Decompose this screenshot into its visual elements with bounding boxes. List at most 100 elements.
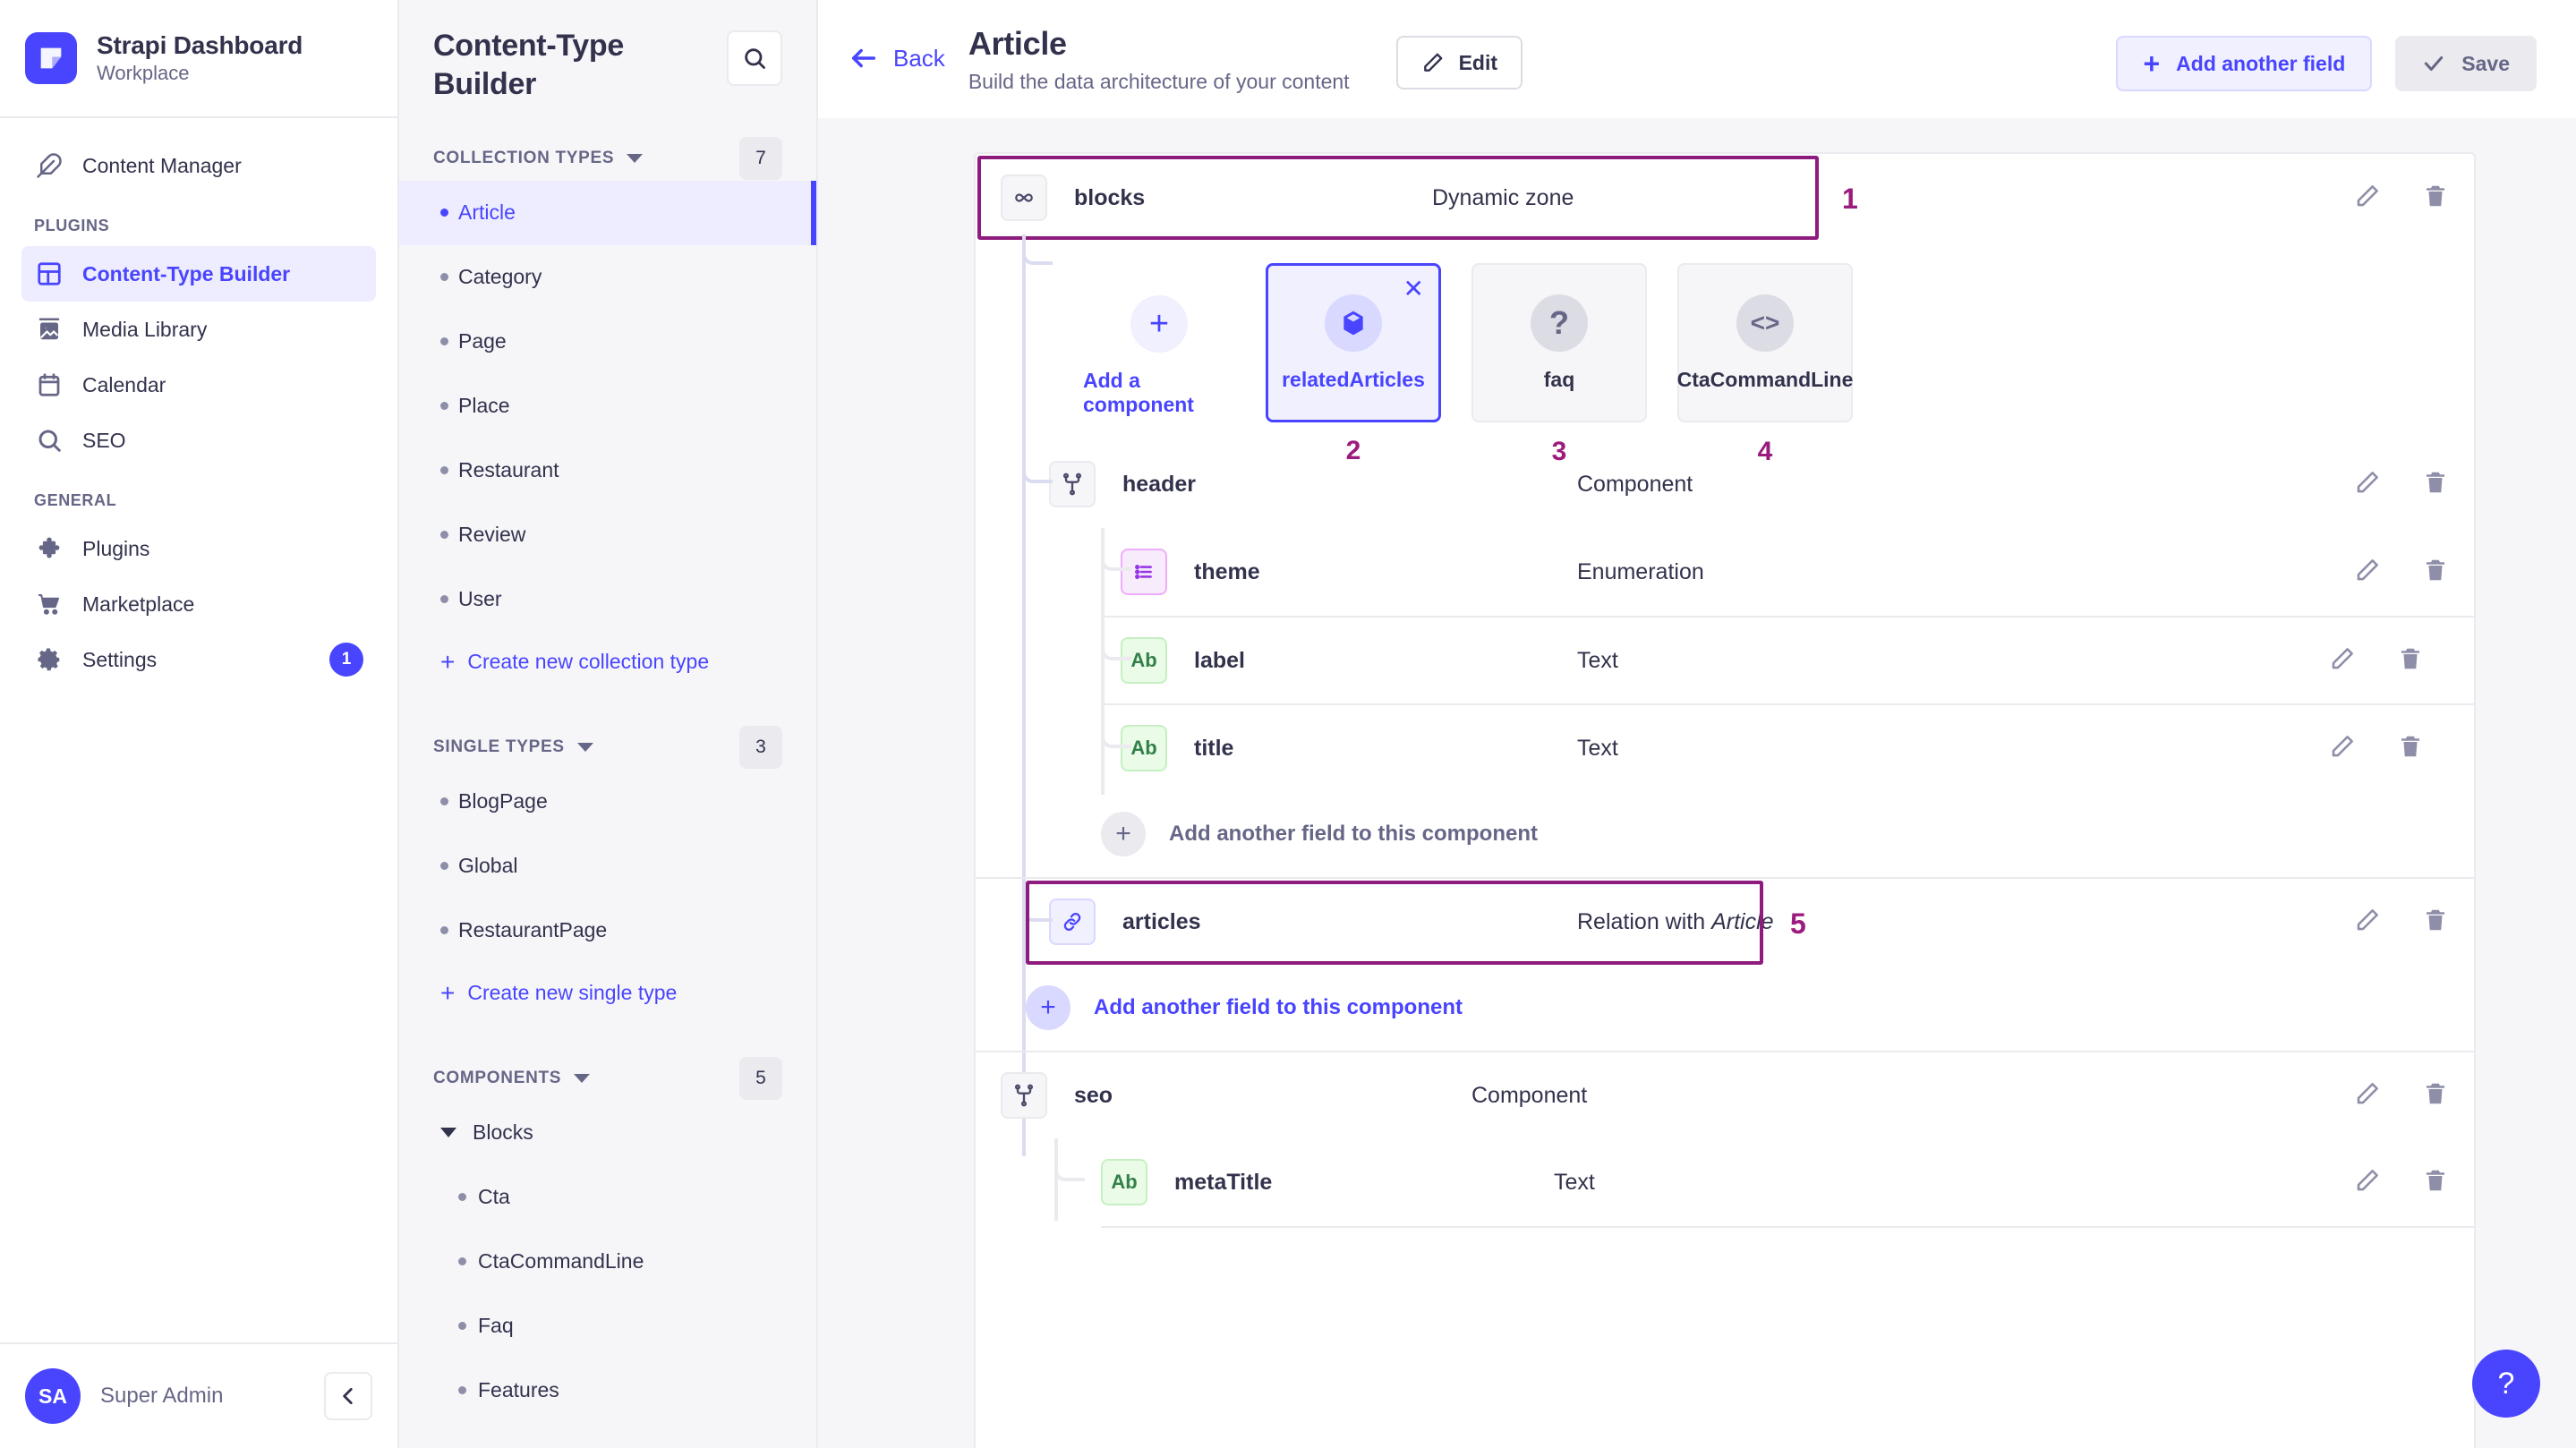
row-divider: [1101, 1226, 2474, 1228]
fields-scroll-area[interactable]: blocks Dynamic zone 1 + Add a component: [818, 118, 2576, 1448]
back-label: Back: [893, 44, 945, 72]
chevron-down-icon: [574, 1073, 591, 1083]
edit-icon[interactable]: [2354, 557, 2381, 588]
sidebar-item-label: Plugins: [82, 536, 150, 560]
user-row[interactable]: SA Super Admin: [0, 1342, 397, 1448]
edit-icon[interactable]: [2329, 733, 2356, 764]
field-row-header-component[interactable]: header Component: [976, 440, 2474, 528]
edit-icon[interactable]: [2329, 645, 2356, 677]
edit-icon[interactable]: [2354, 1080, 2381, 1112]
fields-table: blocks Dynamic zone 1 + Add a component: [974, 152, 2476, 1448]
ctb-item-label: Global: [458, 854, 518, 878]
nav-plugins-section: PLUGINS Content-Type Builder: [0, 193, 397, 468]
close-icon[interactable]: ✕: [1403, 275, 1424, 302]
ctb-item-label: Article: [458, 200, 516, 225]
edit-icon[interactable]: [2354, 183, 2381, 214]
group-header-single-types[interactable]: SINGLE TYPES 3: [399, 725, 816, 770]
chevron-down-icon: [440, 1128, 456, 1138]
add-another-field-button[interactable]: + Add another field: [2116, 36, 2373, 91]
create-new-single-type-link[interactable]: + Create new single type: [399, 963, 816, 1024]
save-label: Save: [2461, 51, 2510, 75]
ctb-item-page[interactable]: Page: [399, 310, 816, 374]
delete-icon[interactable]: [2397, 645, 2424, 677]
sidebar-item-marketplace[interactable]: Marketplace: [21, 576, 376, 632]
field-row-title[interactable]: Ab title Text: [1101, 703, 2474, 791]
row-actions: [2354, 1167, 2449, 1198]
ctb-item-label: Place: [458, 394, 510, 418]
ctb-component-features[interactable]: Features: [399, 1359, 816, 1423]
ctb-component-faq[interactable]: Faq: [399, 1294, 816, 1359]
nav-section-label-plugins: PLUGINS: [34, 217, 110, 234]
delete-icon[interactable]: [2422, 1080, 2449, 1112]
delete-icon[interactable]: [2422, 1167, 2449, 1198]
sidebar-item-settings[interactable]: Settings 1: [21, 632, 376, 687]
field-name: title: [1194, 735, 1234, 761]
relation-prefix: Relation with: [1577, 908, 1712, 934]
group-header-components[interactable]: COMPONENTS 5: [399, 1056, 816, 1101]
add-a-component-button[interactable]: + Add a component: [1083, 263, 1235, 417]
edit-icon[interactable]: [2354, 469, 2381, 500]
sidebar-item-media-library[interactable]: Media Library: [21, 302, 376, 357]
brand-block[interactable]: Strapi Dashboard Workplace: [0, 0, 397, 118]
delete-icon[interactable]: [2422, 557, 2449, 588]
ctb-item-global[interactable]: Global: [399, 834, 816, 899]
ctb-item-review[interactable]: Review: [399, 503, 816, 567]
ctb-item-label: Review: [458, 523, 526, 547]
ctb-item-restaurantpage[interactable]: RestaurantPage: [399, 899, 816, 963]
sidebar-item-calendar[interactable]: Calendar: [21, 357, 376, 413]
ctb-item-category[interactable]: Category: [399, 245, 816, 310]
component-card-label: faq: [1543, 367, 1575, 391]
component-card-faq[interactable]: ? faq 3: [1471, 263, 1647, 466]
delete-icon[interactable]: [2422, 907, 2449, 938]
ctb-component-ctacommandline[interactable]: CtaCommandLine: [399, 1230, 816, 1294]
delete-icon[interactable]: [2422, 469, 2449, 500]
brand-title: Strapi Dashboard: [97, 31, 303, 59]
field-row-articles[interactable]: articles Relation with Article 5: [976, 877, 2474, 965]
field-row-metatitle[interactable]: Ab metaTitle Text: [976, 1138, 2474, 1226]
gear-icon: [34, 644, 64, 675]
ctb-component-cta[interactable]: Cta: [399, 1165, 816, 1230]
row-actions: [2354, 907, 2449, 938]
group-header-collection-types[interactable]: COLLECTION TYPES 7: [399, 136, 816, 181]
brand-subtitle: Workplace: [97, 62, 190, 84]
ctb-item-blogpage[interactable]: BlogPage: [399, 770, 816, 834]
component-icon: [1049, 461, 1096, 507]
sidebar-item-content-type-builder[interactable]: Content-Type Builder: [21, 246, 376, 302]
create-new-collection-type-link[interactable]: + Create new collection type: [399, 632, 816, 693]
ctb-item-place[interactable]: Place: [399, 374, 816, 439]
add-field-to-header-component-button[interactable]: + Add another field to this component: [976, 791, 2474, 877]
field-row-seo-component[interactable]: seo Component: [976, 1051, 2474, 1138]
ctb-item-restaurant[interactable]: Restaurant: [399, 439, 816, 503]
edit-icon[interactable]: [2354, 907, 2381, 938]
main-content: Back Article Build the data architecture…: [818, 0, 2576, 1448]
component-card-relatedarticles[interactable]: ✕ relatedArticles 2: [1266, 263, 1441, 465]
ctb-item-label: BlogPage: [458, 789, 548, 813]
delete-icon[interactable]: [2422, 183, 2449, 214]
back-button[interactable]: Back: [849, 43, 945, 73]
sidebar-item-seo[interactable]: SEO: [21, 413, 376, 468]
collapse-sidebar-button[interactable]: [324, 1372, 372, 1420]
row-actions: [2354, 1080, 2449, 1112]
sidebar-item-label: Content Manager: [82, 153, 242, 177]
search-icon[interactable]: [727, 30, 782, 86]
delete-icon[interactable]: [2397, 733, 2424, 764]
sidebar-item-plugins[interactable]: Plugins: [21, 521, 376, 576]
sidebar-item-label: Content-Type Builder: [82, 261, 291, 285]
component-card-ctacommandline[interactable]: <> CtaCommandLine 4: [1677, 263, 1853, 466]
ctb-item-user[interactable]: User: [399, 567, 816, 632]
component-group-blocks[interactable]: Blocks: [399, 1101, 816, 1165]
annotation-number-4: 4: [1757, 437, 1773, 466]
help-button[interactable]: ?: [2472, 1350, 2540, 1418]
ctb-title: Content-Type Builder: [433, 29, 624, 101]
save-button[interactable]: Save: [2395, 36, 2537, 91]
sidebar-item-content-manager[interactable]: Content Manager: [21, 138, 376, 193]
edit-icon[interactable]: [2354, 1167, 2381, 1198]
edit-button[interactable]: Edit: [1395, 36, 1523, 89]
ctb-item-article[interactable]: Article: [399, 180, 816, 245]
field-row-blocks[interactable]: blocks Dynamic zone: [976, 154, 2474, 242]
add-field-to-outer-component-button[interactable]: + Add another field to this component: [976, 965, 2474, 1051]
field-row-label[interactable]: Ab label Text: [1101, 616, 2474, 703]
feather-icon: [34, 150, 64, 181]
field-row-theme[interactable]: theme Enumeration: [976, 528, 2474, 616]
